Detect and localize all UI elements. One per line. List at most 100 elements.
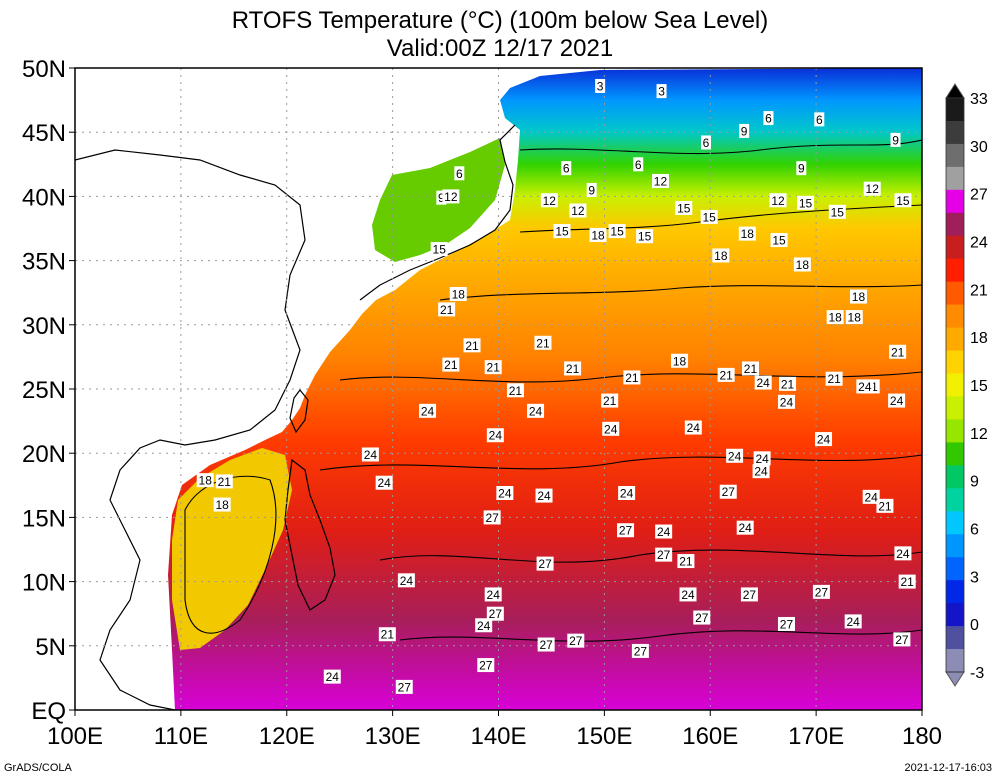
contour-label: 15 — [700, 209, 718, 224]
contour-label: 6 — [814, 112, 825, 127]
colorbar-top-arrow — [945, 83, 965, 99]
contour-label-text: 21 — [744, 362, 758, 376]
contour-label-text: 27 — [657, 548, 671, 562]
contour-label-text: 21 — [891, 345, 905, 359]
contour-label: 27 — [536, 556, 554, 571]
contour-label: 27 — [395, 679, 413, 694]
contour-label: 21 — [438, 302, 456, 317]
contour-label-text: 15 — [677, 201, 691, 215]
contour-label: 27 — [483, 510, 501, 525]
contour-label-text: 18 — [199, 474, 213, 488]
contour-label: 24 — [486, 428, 504, 443]
lon-tick-label: 140E — [470, 723, 526, 750]
contour-label-text: 24 — [896, 547, 910, 561]
colorbar-bottom-arrow — [945, 671, 965, 687]
contour-label-text: 12 — [571, 204, 585, 218]
colorbar-swatch — [946, 603, 964, 627]
contour-label-text: 15 — [896, 194, 910, 208]
colorbar-swatch — [946, 281, 964, 306]
contour-label: 24 — [815, 432, 833, 447]
contour-label-text: 27 — [619, 524, 633, 538]
contour-label: 21 — [876, 498, 894, 513]
contour-label-text: 21 — [381, 628, 395, 642]
contour-label-text: 18 — [714, 249, 728, 263]
contour-label-text: 9 — [798, 162, 805, 176]
colorbar-level-label: -3 — [970, 665, 984, 682]
footer-credit: GrADS/COLA — [4, 762, 72, 774]
contour-label: 21 — [717, 367, 735, 382]
contour-label: 24 — [684, 420, 702, 435]
contour-label: 27 — [693, 610, 711, 625]
contour-label-text: 27 — [398, 680, 412, 694]
colorbar-swatch — [946, 419, 964, 443]
contour-label-text: 24 — [529, 404, 543, 418]
contour-label-text: 24 — [728, 449, 742, 463]
lon-tick-label: 150E — [576, 723, 632, 750]
contour-label-text: 15 — [433, 243, 447, 257]
contour-label-text: 27 — [895, 633, 909, 647]
lon-tick-label: 130E — [365, 723, 421, 750]
contour-label: 18 — [589, 227, 607, 242]
contour-label: 18 — [196, 473, 214, 488]
contour-label: 6 — [763, 111, 774, 126]
contour-label-text: 18 — [848, 311, 862, 325]
colorbar-swatch — [946, 350, 964, 375]
contour-label: 15 — [675, 200, 693, 215]
lat-tick-label: 45N — [22, 120, 66, 147]
contour-label-text: 12 — [771, 194, 785, 208]
contour-line — [379, 549, 922, 563]
contour-line — [339, 371, 922, 383]
contour-label: 24 — [894, 546, 912, 561]
contour-label-text: 18 — [741, 227, 755, 241]
contour-label-text: 24 — [865, 490, 879, 504]
south-china-sea-field — [172, 448, 292, 650]
contour-label: 18 — [826, 310, 844, 325]
contour-label-text: 6 — [816, 113, 823, 127]
contour-label: 24 — [323, 669, 341, 684]
contour-label-text: 15 — [610, 225, 624, 239]
footer-timestamp: 2021-12-17-16:03 — [904, 762, 992, 774]
colorbar-swatch — [946, 488, 964, 512]
contour-label: 24 — [862, 489, 880, 504]
contour-label-text: 27 — [538, 557, 552, 571]
colorbar-swatch — [946, 327, 964, 352]
contour-label: 3 — [656, 84, 667, 99]
contour-label: 27 — [617, 523, 635, 538]
contour-label: 21 — [741, 361, 759, 376]
contour-label: 24 — [752, 464, 770, 479]
contour-label-text: 24 — [755, 452, 769, 466]
colorbar-swatch — [946, 304, 964, 329]
contour-label-text: 18 — [452, 287, 466, 301]
contour-label-text: 21 — [440, 303, 454, 317]
colorbar-level-label: 15 — [970, 378, 988, 395]
contour-label: 24 — [726, 448, 744, 463]
contour-label: 18 — [712, 248, 730, 263]
coastline — [75, 149, 306, 710]
contour-label-text: 24 — [400, 574, 414, 588]
contour-label: 6 — [561, 161, 572, 176]
contour-label-text: 27 — [780, 617, 794, 631]
lat-tick-label: 35N — [22, 249, 66, 276]
contour-label: 6 — [701, 135, 712, 150]
contour-label: 27 — [893, 632, 911, 647]
lat-tick-label: 30N — [22, 313, 66, 340]
contour-label: 18 — [845, 310, 863, 325]
contour-label-text: 27 — [489, 607, 503, 621]
colorbar-swatch — [946, 258, 964, 283]
contour-label-text: 24 — [890, 394, 904, 408]
contour-label-text: 24 — [858, 380, 872, 394]
contour-label: 18 — [449, 286, 467, 301]
contour-label: 21 — [215, 474, 233, 489]
contour-label: 24 — [679, 587, 697, 602]
contour-label: 12 — [569, 203, 587, 218]
contour-label: 18 — [849, 289, 867, 304]
contour-line — [319, 454, 922, 471]
contour-label-text: 27 — [695, 611, 709, 625]
contour-label-text: 24 — [364, 448, 378, 462]
contour-label: 15 — [797, 195, 815, 210]
contour-label: 15 — [636, 229, 654, 244]
lon-tick-label: 100E — [47, 723, 103, 750]
contour-label-text: 21 — [679, 555, 693, 569]
